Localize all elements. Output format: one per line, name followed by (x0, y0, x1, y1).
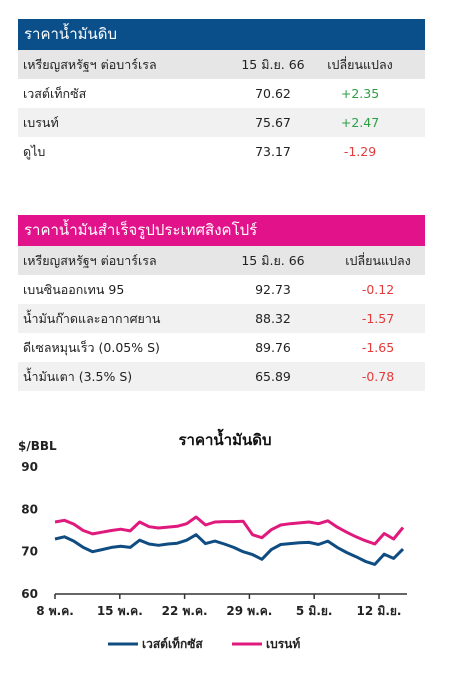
row-change: -1.29 (343, 144, 377, 159)
header-date-label: 15 มิ.ย. 66 (241, 57, 305, 72)
series-line-brent (54, 515, 405, 546)
row-change: -0.78 (361, 369, 395, 384)
row-name: เวสต์เท็กซัส (23, 86, 87, 101)
row-name: น้ำมันก๊าดและอากาศยาน (23, 311, 161, 326)
y-axis: 60 70 80 90 (21, 460, 38, 601)
row-price: 75.67 (255, 115, 291, 130)
row-price: 70.62 (255, 86, 291, 101)
table-row: เบนซินออกเทน 95 92.73 -0.12 (18, 275, 425, 304)
refined-table-header: เหรียญสหรัฐฯ ต่อบาร์เรล 15 มิ.ย. 66 เปลี… (18, 246, 425, 275)
row-change: +2.47 (340, 115, 380, 130)
y-tick-label: 80 (21, 502, 38, 516)
row-price: 88.32 (255, 311, 291, 326)
crude-oil-panel: ราคาน้ำมันดิบ เหรียญสหรัฐฯ ต่อบาร์เรล 15… (18, 19, 425, 166)
legend-label-brent: เบรนท์ (266, 637, 300, 651)
chart-title: ราคาน้ำมันดิบ (178, 428, 271, 449)
table-row: น้ำมันเตา (3.5% S) 65.89 -0.78 (18, 362, 425, 391)
table-row: เวสต์เท็กซัส 70.62 +2.35 (18, 79, 425, 108)
y-tick-label: 90 (21, 460, 38, 474)
header-unit-label: เหรียญสหรัฐฯ ต่อบาร์เรล (23, 57, 157, 72)
crude-table-header: เหรียญสหรัฐฯ ต่อบาร์เรล 15 มิ.ย. 66 เปลี… (18, 50, 425, 79)
series-line-wti (54, 533, 405, 566)
y-axis-label: $/BBL (18, 439, 57, 453)
y-tick-label: 60 (21, 587, 38, 601)
table-row: ดูไบ 73.17 -1.29 (18, 137, 425, 166)
row-name: ดีเซลหมุนเร็ว (0.05% S) (23, 340, 160, 355)
row-price: 65.89 (255, 369, 291, 384)
row-price: 89.76 (255, 340, 291, 355)
refined-oil-banner: ราคาน้ำมันสำเร็จรูปประเทศสิงคโปร์ (18, 215, 425, 246)
row-change: +2.35 (340, 86, 380, 101)
row-change: -1.65 (361, 340, 395, 355)
row-price: 92.73 (255, 282, 291, 297)
x-tick-label: 12 มิ.ย. (357, 604, 402, 618)
x-tick-label: 5 มิ.ย. (296, 604, 333, 618)
x-axis: 8 พ.ค. 15 พ.ค. 22 พ.ค. 29 พ.ค. 5 มิ.ย. 12 มิ.… (36, 594, 401, 618)
crude-price-chart: ราคาน้ำมันดิบ $/BBL 60 70 80 90 8 พ.ค. 15 พ.… (18, 428, 407, 651)
x-tick-label: 29 พ.ค. (226, 604, 272, 618)
refined-oil-panel: ราคาน้ำมันสำเร็จรูปประเทศสิงคโปร์ เหรียญ… (18, 215, 425, 391)
table-row: เบรนท์ 75.67 +2.47 (18, 108, 425, 137)
header-change-label: เปลี่ยนแปลง (327, 57, 393, 72)
y-tick-label: 70 (21, 545, 38, 559)
table-row: น้ำมันก๊าดและอากาศยาน 88.32 -1.57 (18, 304, 425, 333)
table-row: ดีเซลหมุนเร็ว (0.05% S) 89.76 -1.65 (18, 333, 425, 362)
x-tick-label: 22 พ.ค. (162, 604, 208, 618)
chart-legend: เวสต์เท็กซัส เบรนท์ (108, 636, 300, 651)
row-change: -1.57 (361, 311, 395, 326)
row-name: เบรนท์ (23, 115, 59, 130)
row-name: น้ำมันเตา (3.5% S) (23, 369, 133, 384)
x-tick-label: 8 พ.ค. (36, 604, 74, 618)
header-change-label: เปลี่ยนแปลง (345, 253, 411, 268)
legend-label-wti: เวสต์เท็กซัส (142, 636, 203, 651)
crude-oil-banner: ราคาน้ำมันดิบ (18, 19, 425, 50)
row-name: เบนซินออกเทน 95 (23, 282, 125, 297)
row-name: ดูไบ (23, 144, 46, 159)
x-tick-label: 15 พ.ค. (97, 604, 143, 618)
header-unit-label: เหรียญสหรัฐฯ ต่อบาร์เรล (23, 253, 157, 268)
row-change: -0.12 (361, 282, 395, 297)
row-price: 73.17 (255, 144, 291, 159)
header-date-label: 15 มิ.ย. 66 (241, 253, 305, 268)
